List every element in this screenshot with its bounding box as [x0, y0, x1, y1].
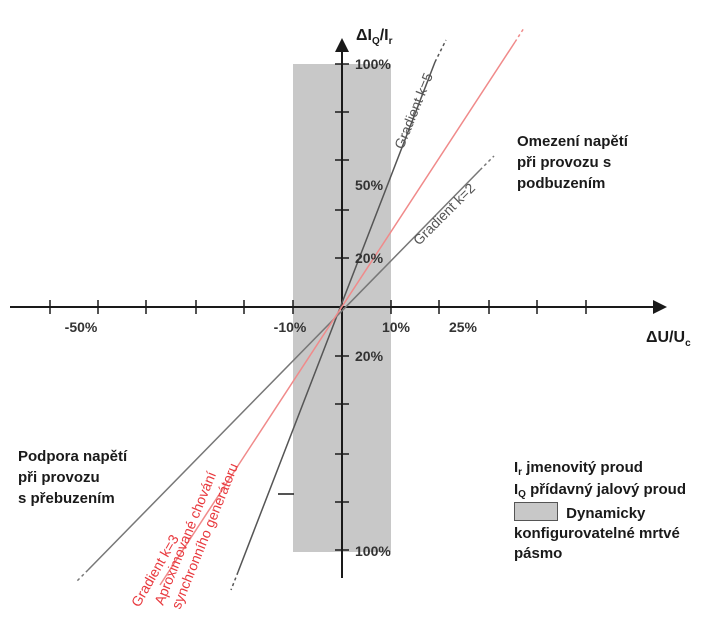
overexcitation-note: Podpora napětí při provozu s přebuzením — [18, 446, 127, 509]
legend-band-line3: pásmo — [514, 545, 563, 562]
gradient-k3-line — [159, 41, 516, 586]
overexcitation-note-line: Podpora napětí — [18, 448, 128, 465]
underexcitation-note: Omezení napětí při provozu s podbuzením — [517, 131, 628, 194]
x-axis-title: ΔU/Uc — [646, 329, 691, 349]
gradient-k2-label: Gradient k=2 — [410, 180, 478, 248]
legend-band-line2: konfigurovatelné mrtvé — [514, 525, 680, 542]
gradient-k2-dash-top — [479, 155, 495, 171]
y-tick-label-bot100: 100% — [355, 543, 391, 559]
y-tick-label-top50: 50% — [355, 177, 384, 193]
legend-iq-symbol: I — [514, 481, 519, 498]
y-axis-arrow — [335, 38, 349, 52]
legend-band-swatch — [514, 502, 558, 521]
x-tick-label-neg50: -50% — [65, 319, 98, 335]
legend-ir-text: jmenovitý proud — [526, 459, 643, 476]
y-tick-label-bot20: 20% — [355, 348, 384, 364]
y-axis-title: ΔIQ/Ir — [356, 27, 393, 47]
legend-ir-subscript: r — [518, 467, 523, 478]
gradient-k5-dash-top — [434, 39, 447, 63]
y-tick-label-top100: 100% — [355, 56, 391, 72]
underexcitation-note-line: při provozu s — [517, 154, 612, 171]
x-tick-label-pos10: 10% — [382, 319, 411, 335]
gradient-k5-label: Gradient k=5 — [391, 70, 436, 151]
legend-iq: IQ přídavný jalový proud — [514, 480, 686, 502]
overexcitation-note-line: s přebuzením — [18, 490, 115, 507]
gradient-k2-dash-bottom — [75, 569, 89, 583]
x-tick-label-neg10: -10% — [274, 319, 307, 335]
x-ticks — [49, 300, 587, 314]
gradient-k2-line — [87, 169, 481, 571]
legend-iq-subscript: Q — [518, 489, 526, 500]
x-axis-arrow — [653, 300, 667, 314]
y-ticks — [335, 63, 349, 551]
legend-ir-symbol: I — [514, 459, 519, 476]
underexcitation-note-line: podbuzením — [517, 175, 606, 192]
x-tick-label-pos25: 25% — [449, 319, 478, 335]
legend-band-text: Dynamicky — [566, 505, 646, 522]
underexcitation-note-line: Omezení napětí — [517, 133, 628, 150]
gradient-k5-dash-bottom — [230, 571, 239, 591]
gradient-k3-dash-top — [514, 27, 525, 43]
legend: Ir jmenovitý proud IQ přídavný jalový pr… — [514, 458, 686, 564]
overexcitation-note-line: při provozu — [18, 469, 100, 486]
legend-ir: Ir jmenovitý proud — [514, 458, 686, 480]
legend-iq-text: přídavný jalový proud — [530, 481, 686, 498]
y-tick-label-top20: 20% — [355, 250, 384, 266]
legend-band: Dynamicky — [514, 502, 686, 524]
